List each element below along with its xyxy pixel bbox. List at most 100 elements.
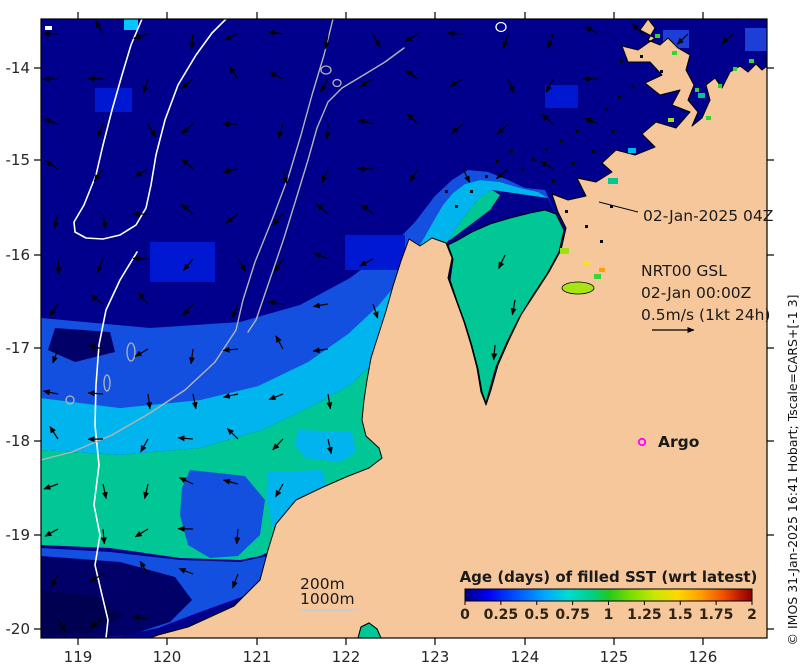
current-vector <box>101 483 108 500</box>
current-vector <box>449 78 464 87</box>
colorbar-tick-label: 1.75 <box>699 607 734 623</box>
current-vector <box>134 348 149 358</box>
current-vector <box>405 69 419 80</box>
current-vector <box>232 573 239 589</box>
aged-sst-patch <box>561 281 595 295</box>
island-speck <box>592 150 595 153</box>
colorbar-tick-label: 1 <box>604 607 614 623</box>
current-vectors <box>42 20 734 633</box>
contour-200m-b <box>247 47 405 333</box>
current-vector <box>87 75 104 82</box>
island-speck <box>532 158 535 161</box>
current-vector <box>491 344 498 361</box>
island-speck <box>455 205 458 208</box>
current-vector <box>134 528 149 538</box>
colorbar-tick-label: 1.25 <box>627 607 662 623</box>
current-vector <box>447 30 464 37</box>
coastal-age-speck <box>584 261 590 265</box>
coastal-age-speck <box>718 84 722 88</box>
current-vector <box>223 478 239 485</box>
current-vector <box>541 113 554 125</box>
current-vector <box>323 33 330 50</box>
current-vector <box>498 254 506 270</box>
current-vector <box>48 303 59 317</box>
coastal-age-speck <box>599 268 605 272</box>
current-vector <box>496 168 509 180</box>
island-speck <box>552 180 555 183</box>
current-vector <box>188 348 195 365</box>
colorbar-tick-label: 0.75 <box>555 607 590 623</box>
colorbar-title: Age (days) of filled SST (wrt latest) <box>460 568 758 586</box>
current-vector <box>89 573 104 583</box>
island-speck <box>600 240 603 243</box>
current-vector <box>142 78 149 94</box>
current-vector <box>282 168 289 185</box>
current-vector <box>180 78 194 89</box>
ocean-region-royal-band <box>41 170 556 408</box>
current-vector <box>189 33 196 50</box>
current-vector <box>462 168 471 183</box>
current-vector <box>132 255 149 262</box>
ocean-patch <box>124 19 138 30</box>
y-tick-label: -14 <box>6 59 31 77</box>
current-vector <box>52 213 59 229</box>
map-graphics: 119 120 121 122 123 124 125 126-14-15-16-17-18-… <box>6 12 774 666</box>
coastal-age-speck <box>594 274 601 279</box>
coastal-age-speck <box>698 93 705 98</box>
island-speck <box>612 130 615 133</box>
contour-200m-a <box>41 19 334 461</box>
island-speck <box>620 60 623 63</box>
current-vector <box>510 299 517 316</box>
current-vector <box>178 567 194 575</box>
coastal-age-speck <box>733 67 737 71</box>
contour-closed-loop <box>103 374 111 392</box>
current-vector <box>133 33 149 40</box>
coastal-notch-water <box>357 622 382 638</box>
current-vector <box>507 78 515 94</box>
nrt-line-1: 02-Jan 00:00Z <box>641 284 751 302</box>
x-tick-label: 123 <box>421 648 450 666</box>
current-vector <box>57 618 67 633</box>
nrt-line-2: 0.5m/s (1kt 24h) <box>641 306 770 324</box>
current-vector <box>181 123 194 135</box>
current-vector <box>228 66 239 80</box>
current-vector <box>222 167 239 174</box>
current-vector <box>55 258 62 275</box>
current-vector <box>100 528 107 545</box>
current-vector <box>96 123 104 139</box>
coastal-age-speck <box>749 59 754 63</box>
contour-1000m-tongue <box>73 19 227 240</box>
contour-closed-loop <box>495 21 507 33</box>
current-vector <box>237 258 247 273</box>
current-vector <box>43 483 59 490</box>
current-vector <box>137 292 149 305</box>
current-vector <box>95 20 104 35</box>
island-speck <box>485 175 488 178</box>
current-vector <box>584 25 599 35</box>
ocean-patch <box>45 26 52 30</box>
ocean-patch <box>95 88 132 112</box>
ocean-region-teal-band <box>41 190 500 560</box>
current-vector <box>406 113 419 125</box>
y-tick-label: -16 <box>6 246 31 264</box>
argo-float-marker <box>637 437 647 447</box>
current-vector <box>96 258 104 274</box>
y-tick-label: -15 <box>6 151 31 169</box>
current-vector <box>316 203 329 215</box>
depth-1000m-label: 1000m <box>300 590 355 608</box>
ocean-patch <box>345 235 405 270</box>
contour-closed-loop <box>65 395 75 405</box>
island-speck <box>510 150 513 153</box>
x-tick-label: 124 <box>511 648 540 666</box>
current-vector <box>272 213 284 226</box>
depth-200m-label: 200m <box>300 575 345 593</box>
island-speck <box>610 205 613 208</box>
current-vector <box>146 393 153 410</box>
current-vector <box>359 258 374 267</box>
colorbar-tick-label: 0.5 <box>524 607 549 623</box>
island-speck <box>521 168 524 171</box>
contour-closed-loop <box>332 78 342 88</box>
contour-closed-loop <box>320 65 332 75</box>
current-vector <box>676 33 689 45</box>
colorbar: 0 0.25 0.5 0.75 1 1.25 1.5 1.75 2 <box>460 588 757 623</box>
